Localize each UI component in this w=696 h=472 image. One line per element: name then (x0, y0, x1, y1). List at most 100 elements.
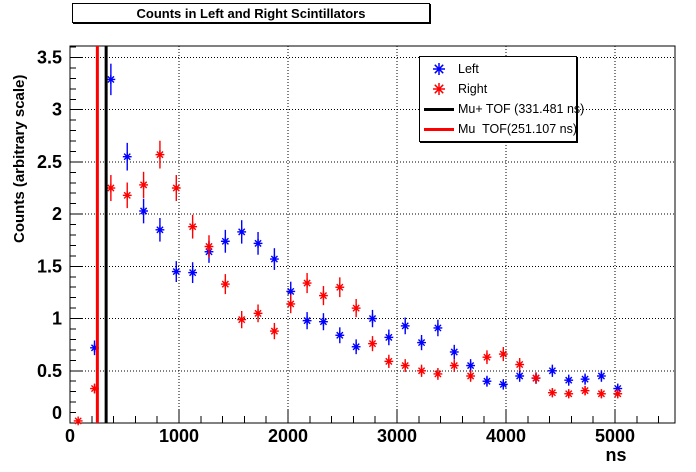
legend-label: Left (458, 62, 479, 76)
marker-spoke (123, 191, 131, 199)
marker-spoke (254, 239, 262, 247)
asterisk-icon (433, 83, 445, 95)
line-sample (424, 127, 454, 131)
marker-spoke (303, 279, 311, 287)
legend-label: Right (458, 82, 488, 96)
marker-spoke (417, 338, 426, 347)
marker-spoke (516, 372, 524, 380)
legend-item: Mu+ TOF (331.481 ns) (420, 99, 584, 119)
marker-spoke (565, 376, 573, 384)
series-left (90, 63, 623, 394)
marker-spoke (401, 322, 409, 330)
marker-spoke (336, 283, 344, 291)
legend-item: Right (420, 79, 576, 99)
x-tick-label: 4000 (486, 426, 526, 446)
marker-spoke (319, 318, 328, 326)
marker-spoke (548, 367, 556, 375)
marker-spoke (614, 384, 622, 393)
marker-spoke (434, 324, 442, 332)
marker-spoke (221, 237, 229, 245)
marker-spoke (499, 380, 507, 388)
marker-spoke (352, 304, 360, 312)
marker-spoke (581, 387, 589, 395)
marker-spoke (238, 228, 246, 236)
y-tick-label: 2 (52, 204, 62, 224)
marker-spoke (319, 291, 328, 300)
plot-frame (69, 45, 676, 424)
legend-line-icon (420, 107, 458, 111)
legend-label: Mu+ TOF (331.481 ns) (458, 102, 585, 116)
x-tick-label: 3000 (377, 426, 417, 446)
marker-spoke (303, 317, 311, 325)
legend-label: Mu TOF(251.107 ns) (458, 122, 578, 136)
marker-spoke (189, 223, 197, 231)
marker-spoke (450, 361, 458, 370)
marker-spoke (516, 360, 524, 369)
marker-spoke (614, 390, 622, 398)
marker-spoke (450, 348, 458, 356)
legend-marker-icon (420, 81, 458, 97)
marker-spoke (548, 389, 556, 397)
marker-spoke (499, 350, 507, 358)
marker-spoke (139, 207, 148, 215)
marker-spoke (352, 343, 360, 351)
legend-line-icon (420, 127, 458, 131)
x-tick-label: 0 (65, 426, 75, 446)
x-tick-label: 5000 (595, 426, 635, 446)
y-tick-label: 1.5 (37, 256, 62, 276)
marker-spoke (483, 377, 491, 385)
plot-title-box: Counts in Left and Right Scintillators (72, 3, 430, 23)
marker-spoke (172, 184, 180, 192)
marker-spoke (270, 327, 278, 335)
marker-spoke (139, 181, 148, 189)
marker-spoke (483, 353, 491, 361)
y-tick-label: 1 (52, 309, 62, 329)
x-axis-title: ns (605, 445, 626, 465)
marker-spoke (172, 267, 180, 276)
y-tick-label: 2.5 (37, 152, 62, 172)
marker-spoke (287, 300, 295, 308)
marker-spoke (368, 340, 377, 348)
marker-spoke (221, 280, 229, 288)
series-right (73, 140, 623, 426)
marker-spoke (107, 184, 115, 192)
x-tick-label: 1000 (159, 426, 199, 446)
marker-spoke (467, 361, 475, 370)
marker-spoke (156, 226, 164, 234)
marker-spoke (532, 374, 540, 382)
marker-spoke (467, 372, 475, 380)
legend: Left Right Mu+ TOF (331.481 ns) Mu TOF(251.… (419, 56, 584, 142)
legend-item: Mu TOF(251.107 ns) (420, 119, 578, 139)
marker-spoke (189, 269, 197, 277)
marker-spoke (401, 361, 409, 370)
marker-spoke (417, 367, 426, 375)
y-tick-label: 0.5 (37, 361, 62, 381)
marker-spoke (238, 316, 246, 324)
marker-spoke (287, 287, 295, 296)
marker-spoke (597, 390, 606, 398)
marker-spoke (74, 417, 82, 425)
legend-marker-icon (420, 61, 458, 77)
marker-spoke (597, 372, 606, 380)
marker-spoke (270, 255, 278, 263)
y-tick-label: 3 (52, 100, 62, 120)
marker-spoke (107, 75, 115, 84)
marker-spoke (336, 331, 344, 339)
marker-spoke (123, 153, 131, 161)
plot-title: Counts in Left and Right Scintillators (136, 5, 366, 21)
marker-spoke (565, 390, 573, 398)
marker-spoke (368, 314, 377, 323)
line-sample (424, 107, 454, 111)
y-axis-title: Counts (arbitrary scale) (11, 75, 28, 243)
legend-item: Left (420, 59, 576, 79)
y-tick-label: 3.5 (37, 47, 62, 67)
marker-spoke (254, 309, 262, 317)
marker-spoke (385, 333, 393, 341)
marker-spoke (581, 375, 589, 383)
marker-spoke (385, 357, 393, 365)
marker-spoke (205, 242, 213, 251)
asterisk-icon (433, 63, 445, 75)
y-tick-label: 0 (52, 403, 62, 423)
